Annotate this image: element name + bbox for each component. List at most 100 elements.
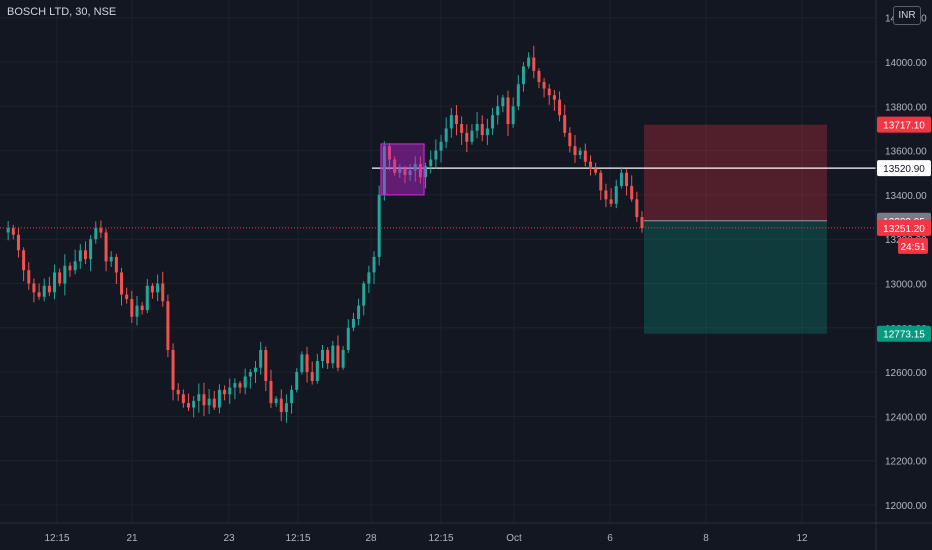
x-tick-label: 12:15 <box>428 533 453 544</box>
candle-body <box>295 372 299 390</box>
candle-body <box>351 318 355 328</box>
x-tick-label: 12:15 <box>285 533 310 544</box>
candle-body <box>491 115 495 129</box>
candle-body <box>563 115 567 133</box>
y-tick-label: 12000.00 <box>885 501 927 512</box>
price-label-text: 13520.90 <box>883 164 925 175</box>
price-label-text: 13251.20 <box>883 224 925 235</box>
candle-body <box>171 349 175 390</box>
target-zone[interactable] <box>644 220 827 334</box>
candle-body <box>11 228 15 235</box>
candle-body <box>573 146 577 156</box>
countdown-text: 24:51 <box>900 242 925 253</box>
countdown-badge <box>898 237 928 254</box>
candle-body <box>594 168 598 173</box>
time-axis[interactable]: 12:15 21 23 12:15 28 12:15 Oct 6 8 12 <box>0 522 932 544</box>
candle-body <box>120 272 124 295</box>
candle-body <box>99 228 103 233</box>
candle-body <box>630 186 634 200</box>
price-lines[interactable] <box>0 167 876 229</box>
x-tick-label: 6 <box>607 533 613 544</box>
price-axis[interactable]: 12000.0012200.0012400.0012600.0012800.00… <box>875 0 931 550</box>
candle-body <box>197 394 201 401</box>
price-label[interactable] <box>877 219 931 236</box>
y-tick-label: 13400.00 <box>885 191 927 202</box>
candle-body <box>465 132 469 142</box>
candle-body <box>321 349 324 362</box>
candle-body <box>156 283 160 293</box>
price-label[interactable] <box>877 160 931 177</box>
candle-body <box>485 128 489 136</box>
candle-body <box>248 372 252 377</box>
candle-body <box>609 199 613 204</box>
candle-body <box>341 349 345 368</box>
candle-body <box>279 398 283 412</box>
candle-body <box>537 70 541 82</box>
price-label[interactable] <box>877 325 931 342</box>
candle-body <box>568 132 572 147</box>
highlight-box[interactable] <box>380 143 425 196</box>
candle-body <box>254 367 258 373</box>
candle-body <box>496 106 500 116</box>
x-tick-label: Oct <box>506 533 522 544</box>
candle-body <box>640 217 644 229</box>
candles <box>6 45 644 423</box>
highlight-rectangle[interactable] <box>380 143 425 196</box>
y-tick-label: 13600.00 <box>885 147 927 158</box>
candle-body <box>429 159 433 167</box>
candle-body <box>161 283 165 302</box>
x-tick-label: 28 <box>365 533 377 544</box>
candle-body <box>243 376 247 388</box>
candle-body <box>501 97 505 107</box>
candle-body <box>516 84 520 107</box>
candle-body <box>387 146 391 160</box>
candle-body <box>6 228 10 233</box>
candle-body <box>73 261 77 271</box>
candle-body <box>439 141 443 151</box>
candle-body <box>212 398 216 408</box>
price-label-text: 13717.10 <box>883 121 925 132</box>
candle-body <box>403 168 407 175</box>
candle-body <box>424 166 428 178</box>
candle-body <box>398 168 402 173</box>
stop-zone[interactable] <box>644 124 827 221</box>
candle-body <box>588 161 592 169</box>
candle-body <box>346 327 350 350</box>
candle-body <box>511 106 515 125</box>
candle-body <box>176 389 180 395</box>
candle-body <box>382 146 386 195</box>
y-tick-label: 12600.00 <box>885 368 927 379</box>
candle-body <box>233 383 237 388</box>
candle-body <box>16 234 20 251</box>
candle-body <box>104 232 108 262</box>
candle-body <box>228 387 232 395</box>
candle-body <box>460 124 464 133</box>
candle-body <box>326 349 330 364</box>
candle-body <box>532 57 536 71</box>
candle-body <box>552 95 556 100</box>
currency-badge[interactable]: INR <box>893 6 921 25</box>
y-tick-label: 14000.00 <box>885 58 927 69</box>
candle-body <box>413 163 417 171</box>
y-tick-label: 12200.00 <box>885 457 927 468</box>
candle-body <box>217 389 221 408</box>
candle-body <box>109 256 113 262</box>
candle-body <box>434 150 438 160</box>
price-label[interactable] <box>877 116 931 133</box>
candle-body <box>140 305 144 311</box>
candle-body <box>238 383 242 388</box>
candle-body <box>305 354 309 373</box>
candle-body <box>583 150 587 162</box>
chart-grid <box>0 0 876 523</box>
candle-body <box>578 150 582 156</box>
candle-body <box>68 265 72 271</box>
candle-body <box>393 159 397 173</box>
candle-body <box>78 250 82 262</box>
position-zones[interactable] <box>644 124 827 334</box>
candle-body <box>145 285 149 311</box>
candle-body <box>418 163 422 178</box>
candle-body <box>527 57 531 67</box>
candle-body <box>94 228 98 240</box>
candle-body <box>506 97 510 125</box>
